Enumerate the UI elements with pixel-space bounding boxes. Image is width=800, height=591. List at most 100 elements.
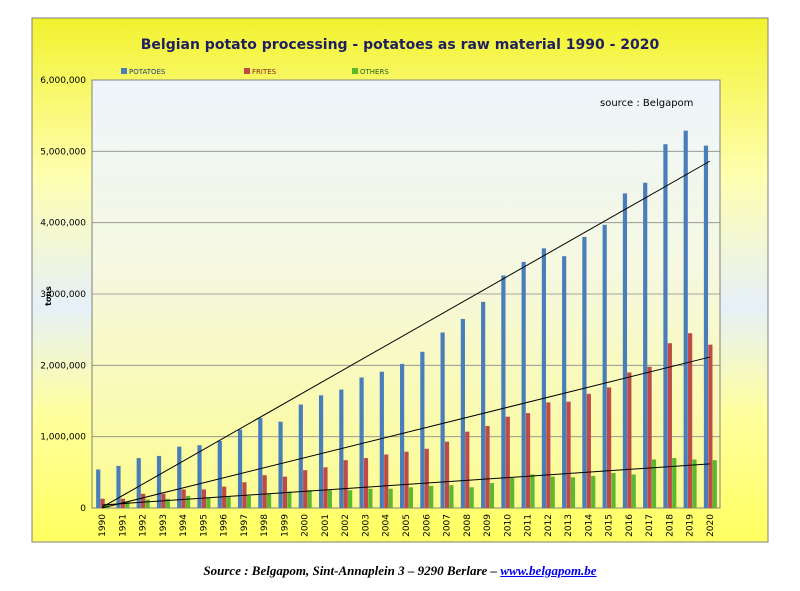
x-tick-label: 2000 <box>301 514 311 537</box>
bar-frites <box>201 489 207 508</box>
bar-potatoes <box>379 371 384 508</box>
bar-others <box>631 474 636 508</box>
y-tick-label: 2,000,000 <box>40 361 86 371</box>
legend-label-potatoes: POTATOES <box>129 68 166 76</box>
bar-frites <box>222 486 227 508</box>
x-tick-label: 1991 <box>118 514 128 537</box>
x-tick-label: 1990 <box>98 514 108 537</box>
x-tick-label: 2017 <box>645 514 655 537</box>
y-tick-label: 5,000,000 <box>40 147 86 157</box>
y-tick-label: 0 <box>80 504 86 514</box>
bar-potatoes <box>156 455 162 508</box>
bar-potatoes <box>602 224 607 508</box>
bar-frites <box>424 448 429 508</box>
bar-potatoes <box>481 301 486 508</box>
footer-link[interactable]: www.belgapom.be <box>500 563 597 578</box>
bar-potatoes <box>177 446 182 508</box>
x-tick-label: 2014 <box>584 514 594 537</box>
bar-potatoes <box>643 182 648 508</box>
bar-potatoes <box>136 458 141 508</box>
chart: Belgian potato processing - potatoes as … <box>31 17 769 543</box>
bar-others <box>145 499 150 508</box>
footer-text: Source : Belgapom, Sint-Annaplein 3 – 92… <box>203 563 501 578</box>
bar-frites <box>181 489 186 508</box>
bar-potatoes <box>541 248 547 508</box>
bar-others <box>651 459 657 508</box>
bar-others <box>287 491 292 508</box>
bar-potatoes <box>460 318 465 508</box>
x-tick-label: 1993 <box>159 514 169 537</box>
bar-frites <box>688 333 693 508</box>
y-tick-label: 3,000,000 <box>40 290 86 300</box>
x-tick-label: 2013 <box>564 514 574 537</box>
bar-others <box>469 487 474 508</box>
x-tick-label: 2001 <box>321 514 331 537</box>
x-tick-label: 2015 <box>605 514 615 537</box>
x-tick-label: 2002 <box>341 514 351 537</box>
bar-frites <box>303 470 308 508</box>
bar-others <box>307 490 312 508</box>
x-tick-label: 1995 <box>199 514 209 537</box>
bar-frites <box>465 431 470 508</box>
x-tick-label: 1992 <box>139 514 149 537</box>
y-tick-label: 1,000,000 <box>40 433 86 443</box>
bar-others <box>266 493 272 508</box>
bar-others <box>712 460 717 508</box>
legend-label-frites: FRITES <box>252 68 277 76</box>
bar-frites <box>627 372 632 508</box>
bar-potatoes <box>501 275 506 508</box>
bar-potatoes <box>582 236 587 508</box>
y-axis-label: tons <box>44 286 53 306</box>
bar-frites <box>586 393 591 508</box>
x-tick-label: 2016 <box>625 514 635 537</box>
bar-frites <box>566 401 571 508</box>
x-tick-label: 2011 <box>524 514 534 537</box>
x-tick-label: 1994 <box>179 514 189 537</box>
bar-potatoes <box>197 445 202 508</box>
bar-potatoes <box>96 469 101 508</box>
bar-potatoes <box>318 395 324 508</box>
trendline-others <box>102 463 710 506</box>
bar-potatoes <box>440 332 445 508</box>
legend: POTATOES FRITES OTHERS <box>121 68 389 76</box>
bar-others <box>692 459 697 508</box>
bar-others <box>449 485 454 508</box>
bar-potatoes <box>663 144 668 508</box>
x-tick-label: 2007 <box>443 514 453 537</box>
bar-others <box>489 483 495 508</box>
bar-others <box>125 501 130 508</box>
bar-potatoes <box>116 465 121 508</box>
bar-potatoes <box>278 421 283 508</box>
bar-others <box>226 496 231 508</box>
bar-others <box>185 495 191 508</box>
bar-frites <box>505 416 510 508</box>
bar-frites <box>708 344 713 508</box>
bar-frites <box>141 493 146 508</box>
x-tick-label: 2003 <box>361 514 371 537</box>
bar-potatoes <box>400 363 405 508</box>
bar-potatoes <box>683 130 688 508</box>
bar-potatoes <box>521 261 526 508</box>
bar-others <box>206 497 211 508</box>
bar-potatoes <box>622 193 628 509</box>
bar-others <box>611 473 616 508</box>
bar-others <box>510 478 515 508</box>
bar-frites <box>485 425 490 508</box>
y-tick-label: 6,000,000 <box>40 76 86 86</box>
bar-frites <box>384 454 389 508</box>
x-tick-label: 2010 <box>503 514 513 537</box>
bar-others <box>327 490 332 508</box>
x-tick-label: 2009 <box>483 514 493 537</box>
trendline-frites <box>102 356 710 509</box>
bar-potatoes <box>217 440 222 508</box>
x-tick-label: 2012 <box>544 514 554 537</box>
trendline-potatoes <box>101 160 711 508</box>
x-tick-label: 2004 <box>382 514 392 537</box>
x-tick-label: 2006 <box>422 514 432 537</box>
bar-others <box>388 488 393 508</box>
x-tick-label: 1999 <box>280 514 290 537</box>
bar-frites <box>667 343 672 508</box>
bar-frites <box>647 366 652 508</box>
bar-frites <box>100 498 105 508</box>
source-annotation: source : Belgapom <box>600 98 693 109</box>
